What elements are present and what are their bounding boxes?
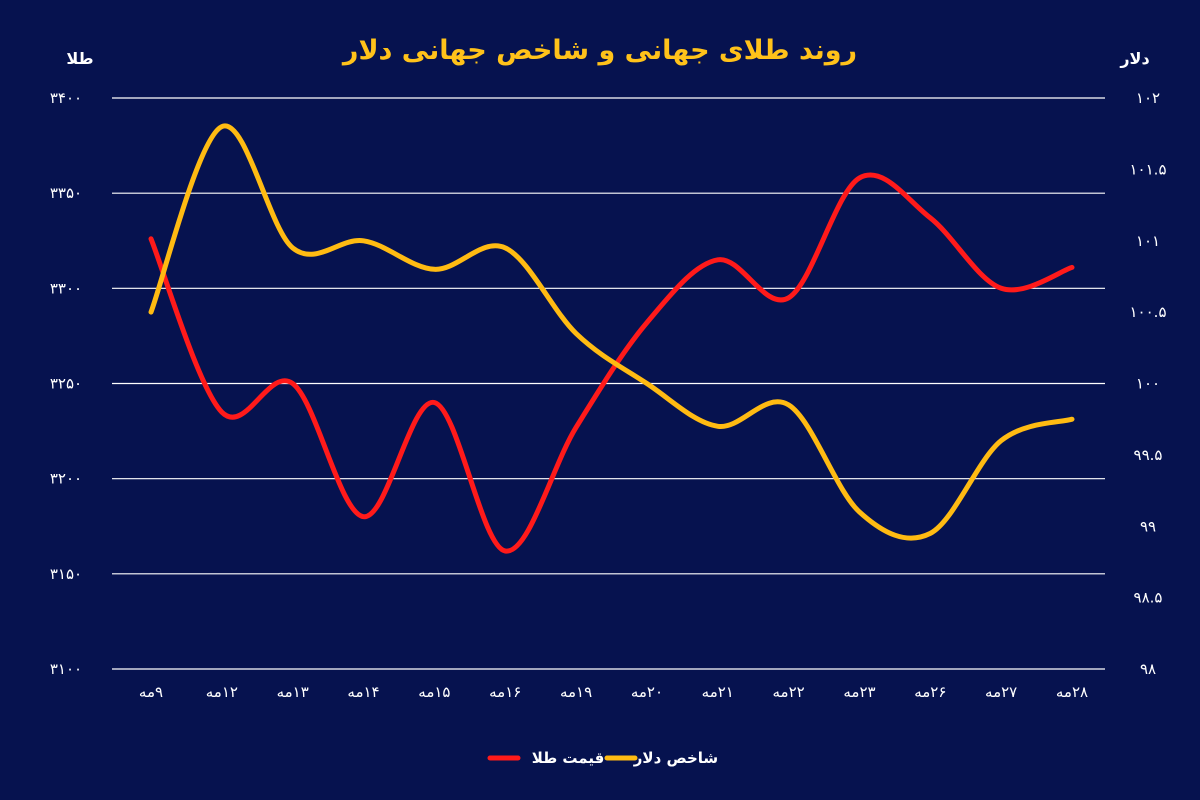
x-axis-ticks: ۹مه ۱۲مه ۱۳مه ۱۴مه ۱۵مه ۱۶مه ۱۹مه ۲۰مه ۲۱مه ۲۲مه ۲…	[139, 683, 1088, 701]
right-tick-label: ۱۰۱.۵	[1130, 160, 1167, 178]
left-axis-ticks: ۳۱۰۰ ۳۱۵۰ ۳۲۰۰ ۳۲۵۰ ۳۳۰۰ ۳۳۵۰ ۳۴۰۰	[50, 89, 82, 678]
x-tick-label: ۱۵مه	[418, 683, 450, 701]
x-tick-label: ۱۶مه	[489, 683, 521, 701]
x-tick-label: ۲۰مه	[631, 683, 663, 701]
left-tick-label: ۳۲۵۰	[50, 375, 82, 393]
chart-title: روند طلای جهانی و شاخص جهانی دلار	[341, 35, 857, 66]
right-axis-ticks: ۹۸ ۹۸.۵ ۹۹ ۹۹.۵ ۱۰۰ ۱۰۰.۵ ۱۰۱ ۱۰۱.۵ ۱۰۲	[1130, 89, 1167, 678]
left-tick-label: ۳۳۰۰	[50, 279, 82, 297]
left-tick-label: ۳۴۰۰	[50, 89, 82, 107]
x-tick-label: ۲۷مه	[985, 683, 1017, 701]
legend-label: شاخص دلار	[633, 749, 718, 767]
right-tick-label: ۱۰۰	[1136, 375, 1160, 393]
right-tick-label: ۹۹.۵	[1134, 446, 1163, 464]
x-tick-label: ۲۱مه	[702, 683, 734, 701]
legend-label: قیمت طلا	[532, 749, 605, 767]
right-tick-label: ۹۸.۵	[1134, 589, 1163, 607]
x-tick-label: ۲۲مه	[773, 683, 805, 701]
x-tick-label: ۱۴مه	[347, 683, 379, 701]
x-tick-label: ۲۳مه	[843, 683, 875, 701]
right-axis-title: دلار	[1119, 49, 1149, 68]
right-tick-label: ۱۰۰.۵	[1130, 303, 1167, 321]
right-tick-label: ۹۸	[1140, 660, 1156, 678]
right-tick-label: ۱۰۱	[1136, 232, 1160, 250]
left-axis-title: طلا	[66, 49, 93, 68]
x-tick-label: ۲۸مه	[1056, 683, 1088, 701]
series-layer	[148, 123, 1075, 554]
x-tick-label: ۱۹مه	[560, 683, 592, 701]
series-line-1	[148, 123, 1075, 541]
x-tick-label: ۲۶مه	[914, 683, 946, 701]
right-tick-label: ۹۹	[1140, 517, 1156, 535]
x-tick-label: ۹مه	[139, 683, 163, 701]
series-line-0	[148, 172, 1075, 554]
left-tick-label: ۳۱۵۰	[50, 565, 82, 583]
left-tick-label: ۳۲۰۰	[50, 470, 82, 488]
left-tick-label: ۳۳۵۰	[50, 184, 82, 202]
x-tick-label: ۱۲مه	[206, 683, 238, 701]
legend: قیمت طلا شاخص دلار	[487, 749, 718, 767]
right-tick-label: ۱۰۲	[1136, 89, 1160, 107]
x-tick-label: ۱۳مه	[277, 683, 309, 701]
left-tick-label: ۳۱۰۰	[50, 660, 82, 678]
